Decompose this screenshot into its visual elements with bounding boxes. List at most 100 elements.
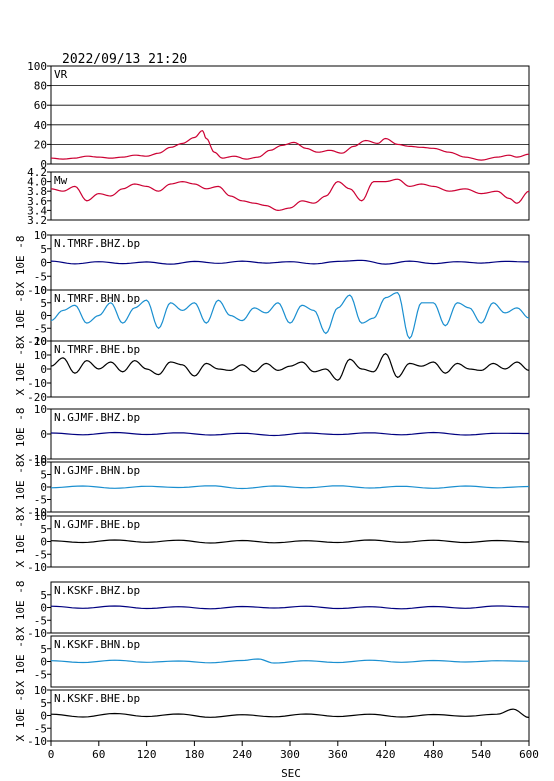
y-tick-label: 20 xyxy=(34,138,47,151)
y-axis-unit-labels: X 10E -8X 10E -8X 10E -8X 10E -8X 10E -8… xyxy=(14,236,27,742)
y-tick-label: 5 xyxy=(40,697,47,710)
trace-0 xyxy=(50,130,530,161)
y-tick-label: -5 xyxy=(34,668,47,681)
y-tick-label: 0 xyxy=(40,428,47,441)
y-tick-label: 3.2 xyxy=(27,214,47,227)
panels-group: 020406080100VR3.23.43.63.84.04.2Mw-10-50… xyxy=(27,60,530,748)
y-tick-label: 100 xyxy=(27,60,47,73)
y-tick-label: 10 xyxy=(34,229,47,242)
y-tick-label: 0 xyxy=(40,363,47,376)
trace-label: N.TMRF.BHZ.bp xyxy=(54,237,140,250)
trace-7 xyxy=(50,539,530,544)
x-tick-label: 600 xyxy=(519,748,539,761)
x-tick-label: 420 xyxy=(376,748,396,761)
trace-9 xyxy=(50,658,529,664)
panel-8: -10-505 N.KSKF.BHZ.bp xyxy=(27,581,530,640)
y-tick-label: 20 xyxy=(34,335,47,348)
trace-6 xyxy=(50,485,530,490)
trace-3 xyxy=(50,291,530,340)
figure-title: 2022/09/13 21:20 xyxy=(62,52,187,67)
y-tick-label: -5 xyxy=(34,548,47,561)
y-unit-label: X 10E -8 xyxy=(14,461,27,514)
y-tick-label: -10 xyxy=(27,735,47,748)
trace-label: N.GJMF.BHE.bp xyxy=(54,518,140,531)
y-unit-label: X 10E -8 xyxy=(14,236,27,289)
y-tick-label: -10 xyxy=(27,506,47,519)
trace-label: N.KSKF.BHZ.bp xyxy=(54,584,140,597)
y-unit-label: X 10E -8 xyxy=(14,290,27,343)
trace-label: N.TMRF.BHE.bp xyxy=(54,343,140,356)
y-tick-label: 0 xyxy=(40,602,47,615)
trace-10 xyxy=(50,708,530,719)
y-tick-label: 3.6 xyxy=(27,195,47,208)
y-tick-label: 5 xyxy=(40,297,47,310)
trace-label: N.TMRF.BHN.bp xyxy=(54,292,140,305)
y-tick-label: -5 xyxy=(34,614,47,627)
x-tick-label: 120 xyxy=(137,748,157,761)
y-tick-label: 0 xyxy=(40,710,47,723)
x-tick-label: 540 xyxy=(471,748,491,761)
trace-label: N.KSKF.BHN.bp xyxy=(54,638,140,651)
y-unit-label: X 10E -8 xyxy=(14,581,27,634)
y-unit-label: X 10E -8 xyxy=(14,689,27,742)
y-tick-label: -5 xyxy=(34,322,47,335)
y-unit-label: X 10E -8 xyxy=(14,635,27,688)
x-tick-label: 60 xyxy=(92,748,105,761)
panel-5: -10 0 10 N.GJMF.BHZ.bp xyxy=(27,403,530,466)
y-tick-label: 5 xyxy=(40,469,47,482)
trace-label: N.GJMF.BHZ.bp xyxy=(54,411,140,424)
panel-9: -505 N.KSKF.BHN.bp xyxy=(34,635,530,688)
y-tick-label: 10 xyxy=(34,284,47,297)
y-tick-label: -5 xyxy=(34,494,47,507)
y-tick-label: 3.4 xyxy=(27,204,47,217)
y-tick-label: 4.0 xyxy=(27,176,47,189)
y-tick-label: 10 xyxy=(34,403,47,416)
y-tick-label: 5 xyxy=(40,243,47,256)
y-tick-label: 40 xyxy=(34,119,47,132)
y-unit-label: X 10E -8 xyxy=(14,515,27,568)
y-tick-label: 5 xyxy=(40,523,47,536)
y-tick-label: 0 xyxy=(40,536,47,549)
panel-0: 0 20 40 60 80 100 VR xyxy=(27,60,530,171)
x-tick-label: 240 xyxy=(232,748,252,761)
y-tick-label: -10 xyxy=(27,561,47,574)
y-unit-label: X 10E -8 xyxy=(14,343,27,396)
y-tick-label: 5 xyxy=(40,589,47,602)
trace-4 xyxy=(50,352,530,381)
y-tick-label: -10 xyxy=(27,377,47,390)
y-tick-label: 3.8 xyxy=(27,185,47,198)
trace-8 xyxy=(50,605,530,610)
y-tick-label: -10 xyxy=(27,453,47,466)
y-tick-label: -20 xyxy=(27,391,47,404)
x-tick-label: 480 xyxy=(423,748,443,761)
y-tick-label: 80 xyxy=(34,80,47,93)
y-tick-label: 0 xyxy=(40,656,47,669)
trace-1 xyxy=(50,178,530,212)
y-tick-label: -10 xyxy=(27,627,47,640)
trace-5 xyxy=(50,431,529,437)
y-tick-label: 10 xyxy=(34,510,47,523)
panel-frame xyxy=(50,171,530,221)
y-tick-label: 10 xyxy=(34,349,47,362)
y-tick-label: 4.2 xyxy=(27,166,47,179)
x-axis-ticks: 0 60 120 180 240 300 360 420 480 540 600 xyxy=(48,741,539,761)
trace-label: VR xyxy=(54,68,68,81)
y-tick-label: -5 xyxy=(34,270,47,283)
trace-label: Mw xyxy=(54,174,68,187)
y-tick-label: 0 xyxy=(40,481,47,494)
trace-label: N.GJMF.BHN.bp xyxy=(54,464,140,477)
y-tick-label: -10 xyxy=(27,284,47,297)
y-tick-label: 60 xyxy=(34,99,47,112)
x-tick-label: 300 xyxy=(280,748,300,761)
y-tick-label: 0 xyxy=(40,257,47,270)
y-tick-label: 0 xyxy=(40,310,47,323)
x-tick-label: 180 xyxy=(184,748,204,761)
x-tick-label: 360 xyxy=(328,748,348,761)
